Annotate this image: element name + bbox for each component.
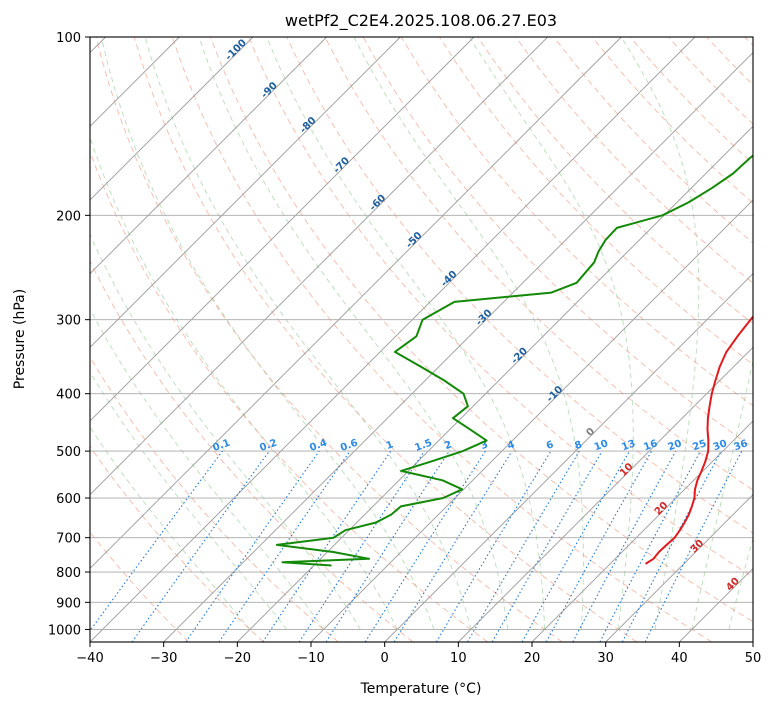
plot-background	[90, 37, 753, 642]
y-axis-label: Pressure (hPa)	[12, 289, 28, 389]
isotherm	[753, 37, 775, 642]
y-axis: 100 200 300 400 500 600 700 800 900 1000	[48, 31, 90, 638]
x-axis-label: Temperature (°C)	[360, 681, 482, 697]
x-tick-label: 40	[671, 651, 688, 666]
y-tick-label: 600	[56, 492, 81, 507]
x-tick-label: 0	[381, 651, 389, 666]
chart-title: wetPf2_C2E4.2025.108.06.27.E03	[285, 11, 557, 31]
x-tick-label: 50	[745, 651, 762, 666]
moist-adiabat	[766, 37, 775, 629]
x-tick-label: −30	[150, 651, 177, 666]
x-tick-label: −10	[297, 651, 324, 666]
y-tick-label: 500	[56, 445, 81, 460]
x-tick-label: 30	[597, 651, 614, 666]
y-tick-label: 700	[56, 532, 81, 547]
y-tick-label: 800	[56, 566, 81, 581]
x-axis: −40 −30 −20 −10 0 10 20 30 40 50	[76, 642, 761, 666]
x-tick-label: −40	[76, 651, 103, 666]
x-tick-label: −20	[224, 651, 251, 666]
y-tick-label: 1000	[48, 623, 81, 638]
y-tick-label: 400	[56, 388, 81, 403]
y-tick-label: 900	[56, 596, 81, 611]
x-tick-label: 10	[450, 651, 467, 666]
y-tick-label: 100	[56, 31, 81, 46]
y-tick-label: 200	[56, 209, 81, 224]
y-tick-label: 300	[56, 314, 81, 329]
x-tick-label: 20	[524, 651, 541, 666]
